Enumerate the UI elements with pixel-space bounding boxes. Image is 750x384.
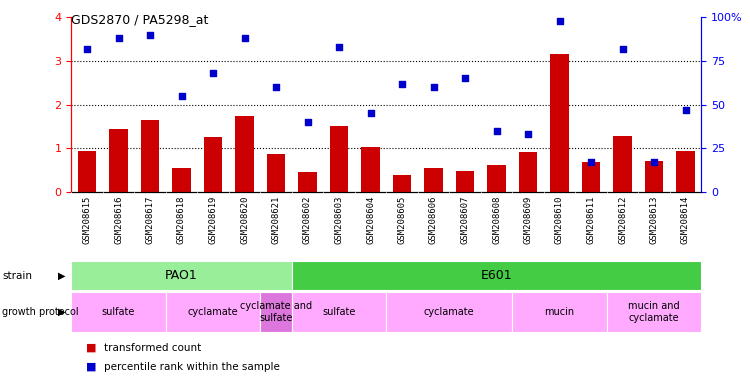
- Point: [648, 159, 660, 166]
- Point: [112, 35, 125, 41]
- Text: transformed count: transformed count: [104, 343, 201, 353]
- Point: [427, 84, 439, 90]
- Bar: [518, 152, 538, 192]
- Bar: [298, 172, 317, 192]
- Bar: [550, 55, 569, 192]
- Text: ■: ■: [86, 343, 97, 353]
- Text: GSM208612: GSM208612: [618, 195, 627, 244]
- Bar: [487, 165, 506, 192]
- Bar: [581, 162, 601, 192]
- Text: GSM208619: GSM208619: [209, 195, 218, 244]
- Text: PAO1: PAO1: [165, 269, 198, 282]
- Text: cyclamate: cyclamate: [188, 307, 238, 317]
- Text: GSM208607: GSM208607: [460, 195, 470, 244]
- Bar: [235, 116, 254, 192]
- Bar: [292, 261, 701, 290]
- Bar: [292, 292, 386, 332]
- Bar: [77, 151, 97, 192]
- Bar: [203, 137, 223, 192]
- Point: [270, 84, 282, 90]
- Bar: [71, 261, 292, 290]
- Bar: [676, 151, 695, 192]
- Point: [616, 46, 628, 52]
- Point: [333, 44, 345, 50]
- Text: GSM208606: GSM208606: [429, 195, 438, 244]
- Bar: [172, 168, 191, 192]
- Text: cyclamate: cyclamate: [424, 307, 475, 317]
- Bar: [607, 292, 701, 332]
- Text: GSM208605: GSM208605: [398, 195, 406, 244]
- Bar: [392, 175, 412, 192]
- Bar: [613, 136, 632, 192]
- Text: mucin and
cyclamate: mucin and cyclamate: [628, 301, 680, 323]
- Text: mucin: mucin: [544, 307, 574, 317]
- Text: GSM208603: GSM208603: [334, 195, 344, 244]
- Bar: [455, 171, 475, 192]
- Bar: [329, 126, 349, 192]
- Text: GSM208621: GSM208621: [272, 195, 280, 244]
- Point: [585, 159, 597, 166]
- Bar: [386, 292, 512, 332]
- Text: sulfate: sulfate: [322, 307, 356, 317]
- Point: [176, 93, 188, 99]
- Bar: [109, 129, 128, 192]
- Point: [207, 70, 219, 76]
- Text: ▶: ▶: [58, 307, 65, 317]
- Point: [302, 119, 313, 125]
- Point: [554, 18, 566, 24]
- Text: GSM208609: GSM208609: [524, 195, 532, 244]
- Text: growth protocol: growth protocol: [2, 307, 79, 317]
- Text: percentile rank within the sample: percentile rank within the sample: [104, 362, 279, 372]
- Text: GSM208620: GSM208620: [240, 195, 249, 244]
- Point: [490, 128, 502, 134]
- Point: [144, 31, 156, 38]
- Bar: [166, 292, 260, 332]
- Bar: [644, 161, 664, 192]
- Text: GSM208618: GSM208618: [177, 195, 186, 244]
- Text: GSM208616: GSM208616: [114, 195, 123, 244]
- Text: cyclamate and
sulfate: cyclamate and sulfate: [240, 301, 312, 323]
- Bar: [361, 147, 380, 192]
- Bar: [424, 168, 443, 192]
- Text: E601: E601: [481, 269, 512, 282]
- Text: GSM208615: GSM208615: [82, 195, 92, 244]
- Point: [522, 131, 534, 137]
- Bar: [140, 120, 160, 192]
- Text: ■: ■: [86, 362, 97, 372]
- Bar: [260, 292, 292, 332]
- Point: [680, 107, 692, 113]
- Point: [238, 35, 250, 41]
- Text: GDS2870 / PA5298_at: GDS2870 / PA5298_at: [71, 13, 209, 26]
- Text: GSM208617: GSM208617: [146, 195, 154, 244]
- Text: GSM208610: GSM208610: [555, 195, 564, 244]
- Point: [81, 46, 93, 52]
- Text: GSM208608: GSM208608: [492, 195, 501, 244]
- Text: GSM208602: GSM208602: [303, 195, 312, 244]
- Text: strain: strain: [2, 270, 32, 281]
- Point: [396, 81, 408, 87]
- Text: GSM208611: GSM208611: [586, 195, 596, 244]
- Bar: [512, 292, 607, 332]
- Text: GSM208604: GSM208604: [366, 195, 375, 244]
- Text: sulfate: sulfate: [102, 307, 135, 317]
- Point: [459, 75, 471, 81]
- Point: [364, 110, 376, 116]
- Bar: [266, 154, 286, 192]
- Bar: [71, 292, 166, 332]
- Text: GSM208613: GSM208613: [650, 195, 658, 244]
- Text: GSM208614: GSM208614: [681, 195, 690, 244]
- Text: ▶: ▶: [58, 270, 65, 281]
